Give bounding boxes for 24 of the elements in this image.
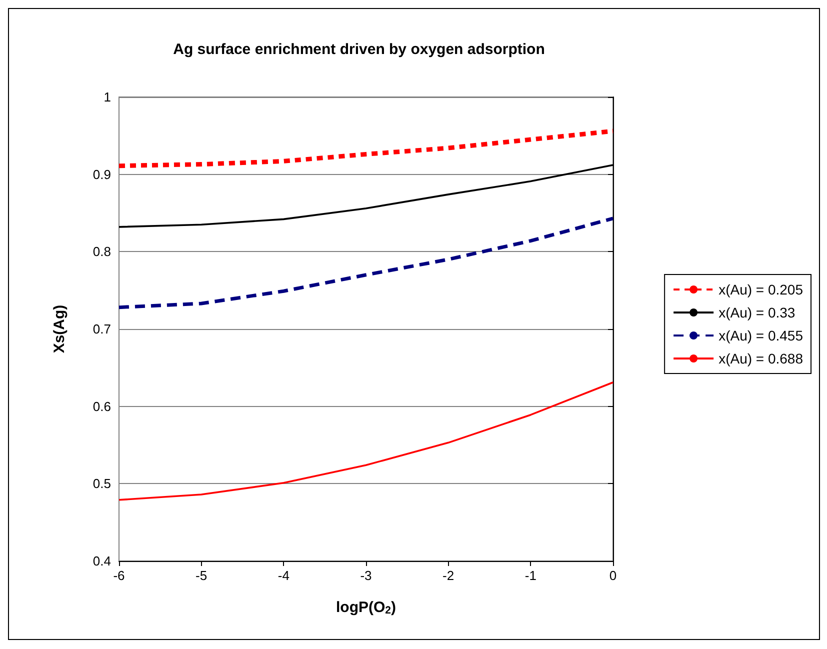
y-tick-label: 0.9 (92, 166, 111, 182)
legend-label: x(Au) = 0.205 (718, 282, 804, 298)
chart-title: Ag surface enrichment driven by oxygen adsorption (173, 41, 545, 58)
x-tick-label: -2 (442, 568, 454, 583)
y-tick-label: 0.7 (92, 322, 111, 336)
line-series (117, 216, 615, 310)
line-series (118, 381, 614, 501)
x-tick-label: -1 (524, 568, 536, 583)
x-axis-title: logP(O2) (336, 599, 396, 616)
y-tick-label: 0.6 (92, 398, 111, 414)
y-tick-label: 1 (104, 90, 111, 104)
x-tick-label: -3 (360, 568, 372, 583)
legend-label: x(Au) = 0.455 (718, 328, 804, 344)
line-series (116, 128, 616, 168)
x-tick-label: 0 (609, 568, 617, 583)
y-tick-label: 0.8 (92, 244, 111, 260)
y-tick-label: 0.5 (92, 476, 111, 492)
x-tick-label: -6 (113, 568, 125, 583)
y-axis-title: Xs(Ag) (51, 304, 68, 354)
legend-label: x(Au) = 0.33 (718, 304, 796, 320)
x-tick-label: -5 (196, 568, 208, 583)
legend-label: x(Au) = 0.688 (718, 350, 804, 366)
y-tick-label: 0.4 (92, 554, 111, 568)
x-tick-label: -4 (278, 568, 290, 583)
